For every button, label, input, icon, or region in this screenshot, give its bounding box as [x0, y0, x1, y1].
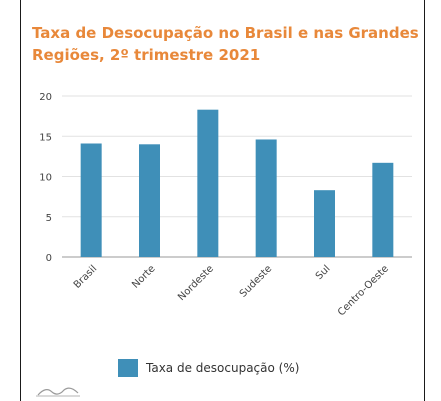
legend-swatch	[118, 359, 138, 377]
y-tick-label: 15	[39, 132, 52, 143]
chart-title: Taxa de Desocupação no Brasil e nas Gran…	[32, 24, 419, 64]
bar-brasil[interactable]	[80, 143, 102, 257]
bar-sudeste[interactable]	[255, 139, 277, 257]
bar-centro-oeste[interactable]	[372, 162, 394, 257]
wave-logo-icon	[36, 387, 80, 397]
y-tick-label: 0	[46, 253, 52, 264]
y-tick-label: 5	[46, 213, 52, 224]
legend-label: Taxa de desocupação (%)	[146, 361, 300, 375]
bars	[80, 109, 394, 257]
bar-nordeste[interactable]	[197, 109, 219, 257]
legend[interactable]: Taxa de desocupação (%)	[118, 358, 299, 378]
grid-lines	[62, 95, 412, 258]
x-tick-label: Centro-Oeste	[336, 263, 391, 318]
x-tick-label: Sul	[314, 263, 333, 282]
x-tick-label: Sudeste	[238, 263, 274, 299]
x-tick-label: Nordeste	[176, 263, 216, 303]
bar-norte[interactable]	[139, 144, 160, 257]
y-axis-ticks: 0 5 10 15 20	[39, 92, 52, 264]
y-tick-label: 20	[39, 92, 52, 103]
x-tick-label: Brasil	[72, 263, 99, 290]
y-tick-label: 10	[39, 173, 52, 184]
x-tick-label: Norte	[130, 263, 157, 290]
x-axis-ticks: Brasil Norte Nordeste Sudeste Sul Centro-Oest…	[72, 263, 391, 318]
chart-frame	[20, 0, 425, 401]
bar-sul[interactable]	[314, 190, 335, 257]
